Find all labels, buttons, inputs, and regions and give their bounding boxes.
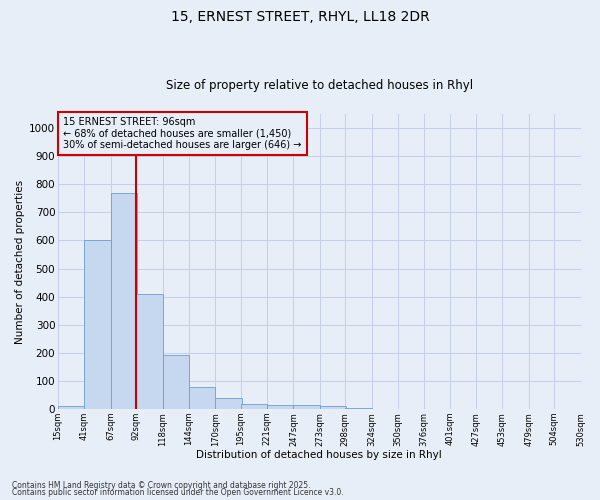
Text: 15, ERNEST STREET, RHYL, LL18 2DR: 15, ERNEST STREET, RHYL, LL18 2DR <box>170 10 430 24</box>
X-axis label: Distribution of detached houses by size in Rhyl: Distribution of detached houses by size … <box>196 450 442 460</box>
Title: Size of property relative to detached houses in Rhyl: Size of property relative to detached ho… <box>166 79 473 92</box>
Bar <box>189 387 215 409</box>
Bar <box>58 406 85 409</box>
Bar <box>85 240 111 409</box>
Bar <box>215 398 242 409</box>
Bar <box>320 406 346 409</box>
Bar <box>345 408 371 409</box>
Bar <box>136 294 163 409</box>
Bar <box>241 404 267 409</box>
Bar <box>293 406 320 409</box>
Text: 15 ERNEST STREET: 96sqm
← 68% of detached houses are smaller (1,450)
30% of semi: 15 ERNEST STREET: 96sqm ← 68% of detache… <box>63 117 302 150</box>
Text: Contains HM Land Registry data © Crown copyright and database right 2025.: Contains HM Land Registry data © Crown c… <box>12 480 311 490</box>
Y-axis label: Number of detached properties: Number of detached properties <box>15 180 25 344</box>
Bar <box>267 406 293 409</box>
Bar <box>163 355 189 409</box>
Bar <box>111 192 137 409</box>
Text: Contains public sector information licensed under the Open Government Licence v3: Contains public sector information licen… <box>12 488 344 497</box>
